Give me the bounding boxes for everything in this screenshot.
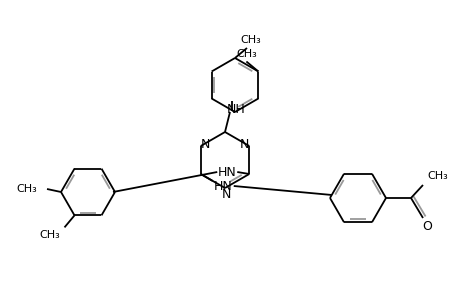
- Text: HN: HN: [218, 166, 236, 178]
- Text: HN: HN: [213, 179, 232, 193]
- Text: CH₃: CH₃: [426, 171, 447, 181]
- Text: N: N: [201, 137, 210, 151]
- Text: N: N: [239, 137, 248, 151]
- Text: CH₃: CH₃: [240, 35, 261, 45]
- Text: O: O: [421, 220, 431, 232]
- Text: CH₃: CH₃: [16, 184, 37, 194]
- Text: N: N: [221, 188, 230, 202]
- Text: CH₃: CH₃: [39, 230, 61, 240]
- Text: CH₃: CH₃: [235, 49, 256, 58]
- Text: NH: NH: [226, 103, 245, 116]
